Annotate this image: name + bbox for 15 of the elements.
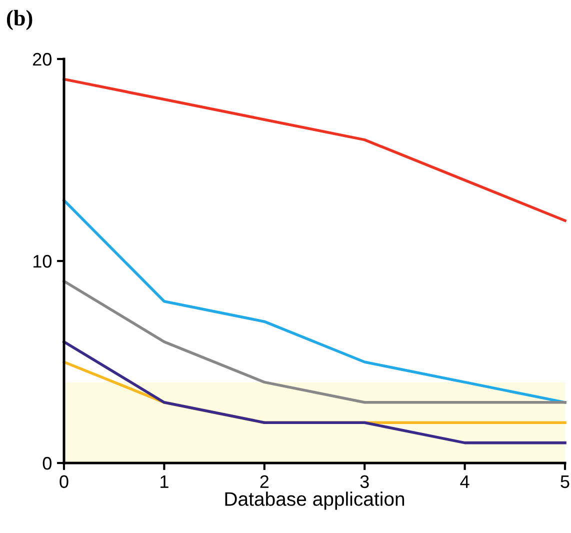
x-tick-label: 2 <box>260 475 269 488</box>
x-tick-label: 5 <box>560 475 570 488</box>
line-series <box>62 78 566 222</box>
line-series <box>62 280 566 404</box>
y-tick-label: 20 <box>33 52 52 66</box>
y-tick-label: 10 <box>33 254 52 268</box>
x-tick-label: 3 <box>360 475 369 488</box>
x-tick-label: 1 <box>160 475 168 488</box>
x-tick-label: 4 <box>460 475 470 488</box>
x-tick-label: 0 <box>60 475 68 488</box>
chart-title: (b) <box>6 10 32 30</box>
y-tick-label: 0 <box>42 456 52 470</box>
line-series <box>62 340 566 444</box>
line-series <box>62 199 566 404</box>
x-axis-title: Database application <box>225 492 404 510</box>
